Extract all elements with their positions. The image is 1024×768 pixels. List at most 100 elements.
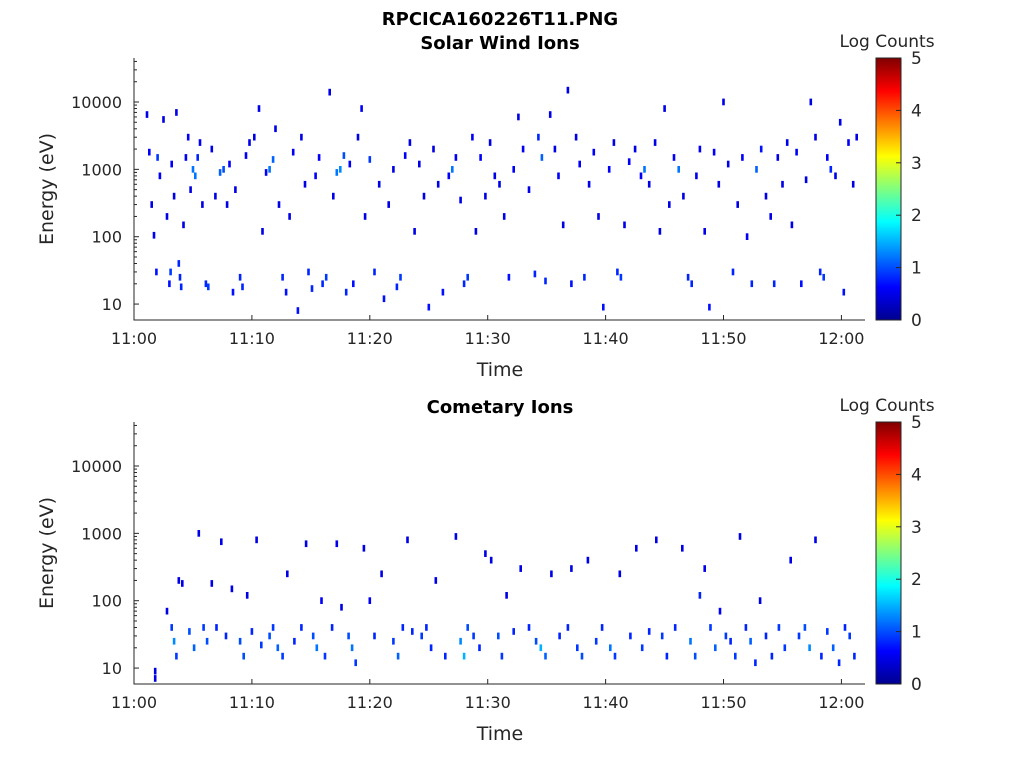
heatmap-cell: [574, 133, 578, 141]
heatmap-cell: [242, 652, 245, 660]
heatmap-cell: [502, 213, 506, 220]
heatmap-cell: [781, 180, 784, 188]
heatmap-cell: [539, 644, 543, 652]
heatmap-cell: [356, 133, 360, 141]
heatmap-cell: [690, 280, 693, 288]
colorbar-tick-label: 3: [911, 518, 922, 538]
heatmap-cell: [521, 145, 525, 153]
heatmap-cell: [363, 213, 367, 220]
heatmap-cell: [434, 577, 438, 584]
colorbar-tick-label: 0: [911, 675, 922, 695]
heatmap-cell: [777, 624, 781, 631]
x-tick-label: 11:30: [465, 329, 511, 348]
colorbar-tick-label: 3: [911, 154, 922, 174]
heatmap-cell: [257, 105, 261, 112]
heatmap-cell: [373, 268, 376, 276]
heatmap-cell: [759, 145, 763, 153]
heatmap-cell: [749, 637, 752, 645]
heatmap-cell: [148, 148, 151, 156]
heatmap-cell: [145, 111, 149, 118]
x-tick-label: 11:10: [229, 693, 275, 712]
heatmap-cell: [484, 550, 487, 557]
heatmap-cell: [847, 139, 850, 146]
heatmap-cell: [853, 652, 856, 660]
heatmap-cell: [189, 186, 192, 193]
heatmap-cell: [354, 659, 357, 667]
heatmap-cell: [155, 268, 158, 276]
heatmap-cell: [303, 180, 307, 188]
heatmap-cell: [462, 652, 466, 660]
heatmap-cell: [744, 624, 748, 631]
heatmap-cell: [321, 280, 324, 288]
heatmap-cell: [712, 148, 716, 156]
heatmap-cell: [168, 280, 171, 288]
heatmap-cells: [153, 530, 856, 682]
heatmap-cell: [210, 145, 214, 153]
x-tick-label: 11:00: [111, 693, 157, 712]
heatmap-cell: [537, 133, 540, 141]
heatmap-cell: [726, 160, 730, 168]
heatmap-cell: [627, 158, 631, 165]
heatmap-cell: [758, 597, 762, 604]
heatmap-cell: [207, 283, 210, 291]
heatmap-cell: [527, 186, 531, 193]
heatmap-cell: [695, 172, 698, 180]
heatmap-cell: [745, 233, 749, 240]
y-tick-label: 100: [91, 228, 122, 247]
heatmap-cell: [248, 139, 251, 146]
heatmap-cell: [165, 213, 169, 220]
heatmap-cell: [681, 544, 684, 552]
heatmap-cell: [808, 644, 811, 652]
heatmap-cell: [156, 154, 159, 161]
heatmap-cell: [169, 268, 172, 276]
heatmap-cell: [158, 172, 162, 180]
heatmap-cell: [335, 169, 339, 176]
heatmap-cell: [447, 172, 451, 180]
colorbar-tick-label: 0: [911, 311, 922, 331]
heatmap-cell: [268, 632, 271, 640]
heatmap-cell: [328, 88, 331, 96]
heatmap-cell: [851, 180, 855, 188]
heatmap-cell: [498, 180, 501, 188]
heatmap-cell: [566, 624, 570, 631]
heatmap-cell: [215, 624, 218, 631]
heatmap-cell: [609, 644, 612, 652]
heatmap-cell: [550, 570, 553, 578]
heatmap-cell: [660, 632, 664, 640]
heatmap-cell: [165, 607, 169, 615]
heatmap-cell: [718, 607, 722, 615]
heatmap-cell: [454, 533, 458, 540]
heatmap-cell: [204, 280, 208, 288]
heatmap-cell: [689, 637, 692, 645]
heatmap-cell: [561, 221, 565, 229]
heatmap-cell: [291, 148, 295, 156]
heatmap-cell: [368, 597, 372, 604]
colorbar-ticks: 0 1 2 3 4 5: [896, 49, 922, 331]
x-tick-label: 12:00: [818, 329, 864, 348]
heatmap-cell: [300, 624, 303, 631]
heatmap-cell: [731, 268, 735, 276]
heatmap-cell: [557, 172, 560, 180]
heatmap-cell: [422, 192, 426, 200]
heatmap-cell: [677, 166, 680, 173]
heatmap-cell: [188, 628, 191, 635]
heatmap-cell: [736, 201, 739, 208]
heatmap-cell: [640, 644, 644, 652]
heatmap-cell: [194, 172, 197, 180]
heatmap-cell: [413, 228, 416, 235]
heatmap-cell: [484, 192, 487, 200]
heatmap-cell: [198, 139, 202, 146]
heatmap-cell: [444, 652, 447, 660]
heatmap-cell: [406, 536, 409, 544]
heatmap-cell: [665, 652, 669, 660]
heatmap-cell: [592, 148, 596, 156]
heatmap-cell: [789, 556, 792, 564]
heatmap-cell: [360, 105, 363, 112]
heatmap-cell: [220, 538, 223, 546]
heatmap-cell: [519, 565, 522, 572]
panel-title: Solar Wind Ions: [420, 33, 579, 54]
heatmap-cell: [607, 166, 611, 173]
heatmap-cell: [286, 570, 289, 578]
colorbar-tick-label: 1: [911, 623, 922, 643]
plot-area-bg: [134, 58, 865, 320]
